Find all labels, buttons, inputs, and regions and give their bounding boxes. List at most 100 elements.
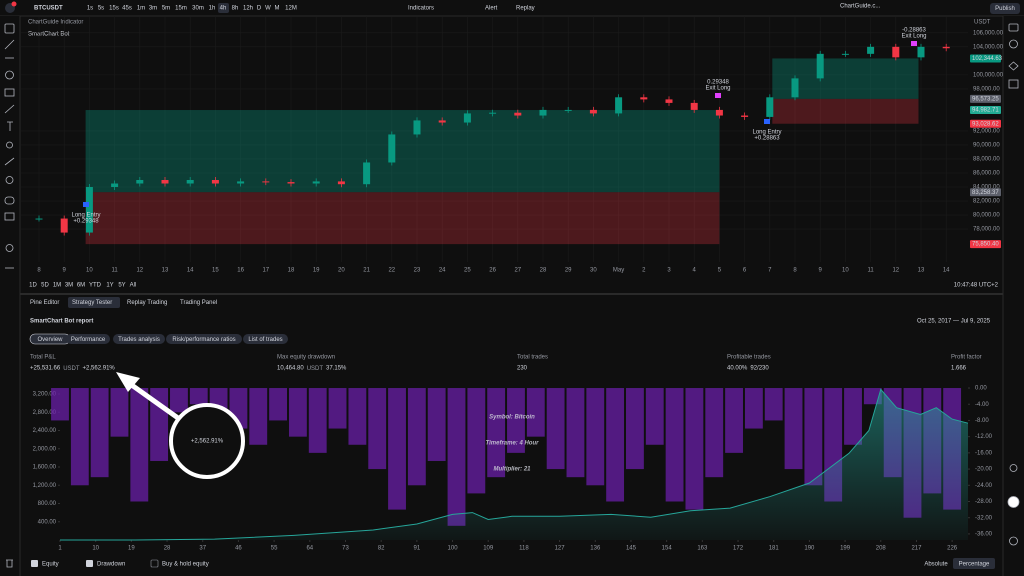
tool-icon[interactable] xyxy=(6,559,13,568)
top-toolbar xyxy=(0,0,1024,16)
stat-value: +25,531.66 xyxy=(30,366,61,372)
interval-button[interactable]: D xyxy=(257,6,262,12)
loss-zone xyxy=(772,98,919,124)
drawdown-bar xyxy=(348,388,367,445)
interval-button[interactable]: 45s xyxy=(122,6,132,12)
panel-tab[interactable]: Trading Panel xyxy=(180,300,217,306)
price-label: 96,573.25 xyxy=(972,96,999,102)
x-tick-label: 190 xyxy=(804,546,815,552)
alert-button[interactable]: Alert xyxy=(485,6,498,12)
x-tick-label: 14 xyxy=(943,268,950,274)
panel-tab[interactable]: Pine Editor xyxy=(30,300,59,306)
range-button[interactable]: 3M xyxy=(65,283,73,289)
interval-button[interactable]: 4h xyxy=(220,6,227,12)
y-tick-label: 1,200.00 xyxy=(33,483,57,489)
x-tick-label: 2 xyxy=(642,268,646,274)
percentage-toggle[interactable]: Percentage xyxy=(959,562,990,568)
range-button[interactable]: All xyxy=(130,283,137,289)
checkbox[interactable] xyxy=(86,560,93,567)
absolute-toggle[interactable]: Absolute xyxy=(924,562,948,568)
panel-tab[interactable]: Strategy Tester xyxy=(72,300,112,306)
x-tick-label: 172 xyxy=(733,546,744,552)
drawdown-bar xyxy=(308,388,327,453)
range-button[interactable]: 1M xyxy=(53,283,61,289)
left-toolbar xyxy=(0,16,20,576)
y-tick-label: 104,000.00 xyxy=(973,44,1004,50)
overlay-text: Timeframe: 4 Hour xyxy=(486,441,540,447)
interval-button[interactable]: 8h xyxy=(232,6,239,12)
range-button[interactable]: 1Y xyxy=(106,283,113,289)
tool-icon[interactable] xyxy=(4,23,15,34)
publish-button[interactable]: Publish xyxy=(995,6,1015,12)
tool-icon[interactable] xyxy=(5,176,14,184)
subtab[interactable]: Performance xyxy=(71,337,106,343)
interval-button[interactable]: 5m xyxy=(162,6,170,12)
tool-icon[interactable] xyxy=(4,39,15,50)
publish-bg xyxy=(990,3,1020,14)
interval-button[interactable]: 15m xyxy=(175,6,187,12)
interval-button[interactable]: 12h xyxy=(243,6,253,12)
subtab[interactable]: Overview xyxy=(37,337,63,343)
interval-button[interactable]: 3m xyxy=(149,6,157,12)
interval-button[interactable]: 12M xyxy=(285,6,297,12)
tool-icon[interactable] xyxy=(4,157,15,166)
trade-amount: +0.28863 xyxy=(754,136,780,142)
x-tick-label: 10 xyxy=(92,546,99,552)
interval-button[interactable]: 30m xyxy=(192,6,204,12)
side-icon[interactable] xyxy=(1009,39,1018,49)
x-tick-label: 136 xyxy=(590,546,601,552)
y-tick-label: 82,000.00 xyxy=(973,199,1000,205)
checkbox[interactable] xyxy=(31,560,38,567)
range-button[interactable]: 6M xyxy=(77,283,85,289)
drawdown-bar xyxy=(487,388,506,478)
tool-icon[interactable] xyxy=(6,141,13,149)
candle xyxy=(917,46,925,58)
range-button[interactable]: 1D xyxy=(29,283,37,289)
x-tick-label: 26 xyxy=(489,268,496,274)
subtab[interactable]: List of trades xyxy=(248,337,282,343)
range-button[interactable]: 5Y xyxy=(118,283,125,289)
interval-button[interactable]: 5s xyxy=(98,6,104,12)
replay-button[interactable]: Replay xyxy=(516,6,535,12)
checkbox[interactable] xyxy=(150,559,159,568)
report-title: SmartChart Bot report xyxy=(30,319,93,325)
interval-button[interactable]: 1h xyxy=(209,6,216,12)
panel-tab[interactable]: Replay Trading xyxy=(127,300,167,306)
candle xyxy=(589,109,597,114)
drawdown-bar xyxy=(507,388,525,453)
drawdown-bar xyxy=(110,388,129,437)
drawdown-bar xyxy=(170,388,188,413)
tool-icon[interactable] xyxy=(4,104,15,114)
drawdown-bar xyxy=(269,388,287,421)
side-icon[interactable] xyxy=(1009,536,1018,546)
tool-icon[interactable] xyxy=(4,196,15,205)
side-icon[interactable] xyxy=(1008,61,1019,71)
tool-icon[interactable] xyxy=(7,121,13,131)
x-tick-label: 9 xyxy=(63,268,67,274)
candle xyxy=(287,182,295,184)
indicators-button[interactable]: Indicators xyxy=(408,6,434,12)
interval-button[interactable]: 1s xyxy=(87,6,93,12)
trade-marker xyxy=(83,202,89,207)
candle xyxy=(337,181,345,185)
interval-button[interactable]: 15s xyxy=(109,6,119,12)
drawdown-bar xyxy=(645,388,664,445)
side-icon[interactable] xyxy=(1007,496,1020,508)
stat-value: 1.666 xyxy=(951,366,967,372)
tool-icon[interactable] xyxy=(4,212,15,221)
side-icon[interactable] xyxy=(1009,464,1018,472)
subtab[interactable]: Trades analysis xyxy=(118,337,160,343)
range-button[interactable]: YTD xyxy=(89,283,102,289)
drawdown-bar xyxy=(467,388,486,494)
tool-icon[interactable] xyxy=(5,244,14,252)
x-tick-label: 73 xyxy=(342,546,349,552)
interval-button[interactable]: 1m xyxy=(137,6,145,12)
interval-button[interactable]: W xyxy=(265,6,271,12)
subtab[interactable]: Risk/performance ratios xyxy=(172,337,235,343)
side-icon[interactable] xyxy=(1008,23,1019,32)
tool-icon[interactable] xyxy=(4,88,15,97)
side-icon[interactable] xyxy=(1008,79,1019,89)
interval-button[interactable]: M xyxy=(275,6,280,12)
range-button[interactable]: 5D xyxy=(41,283,49,289)
tool-icon[interactable] xyxy=(5,70,14,80)
